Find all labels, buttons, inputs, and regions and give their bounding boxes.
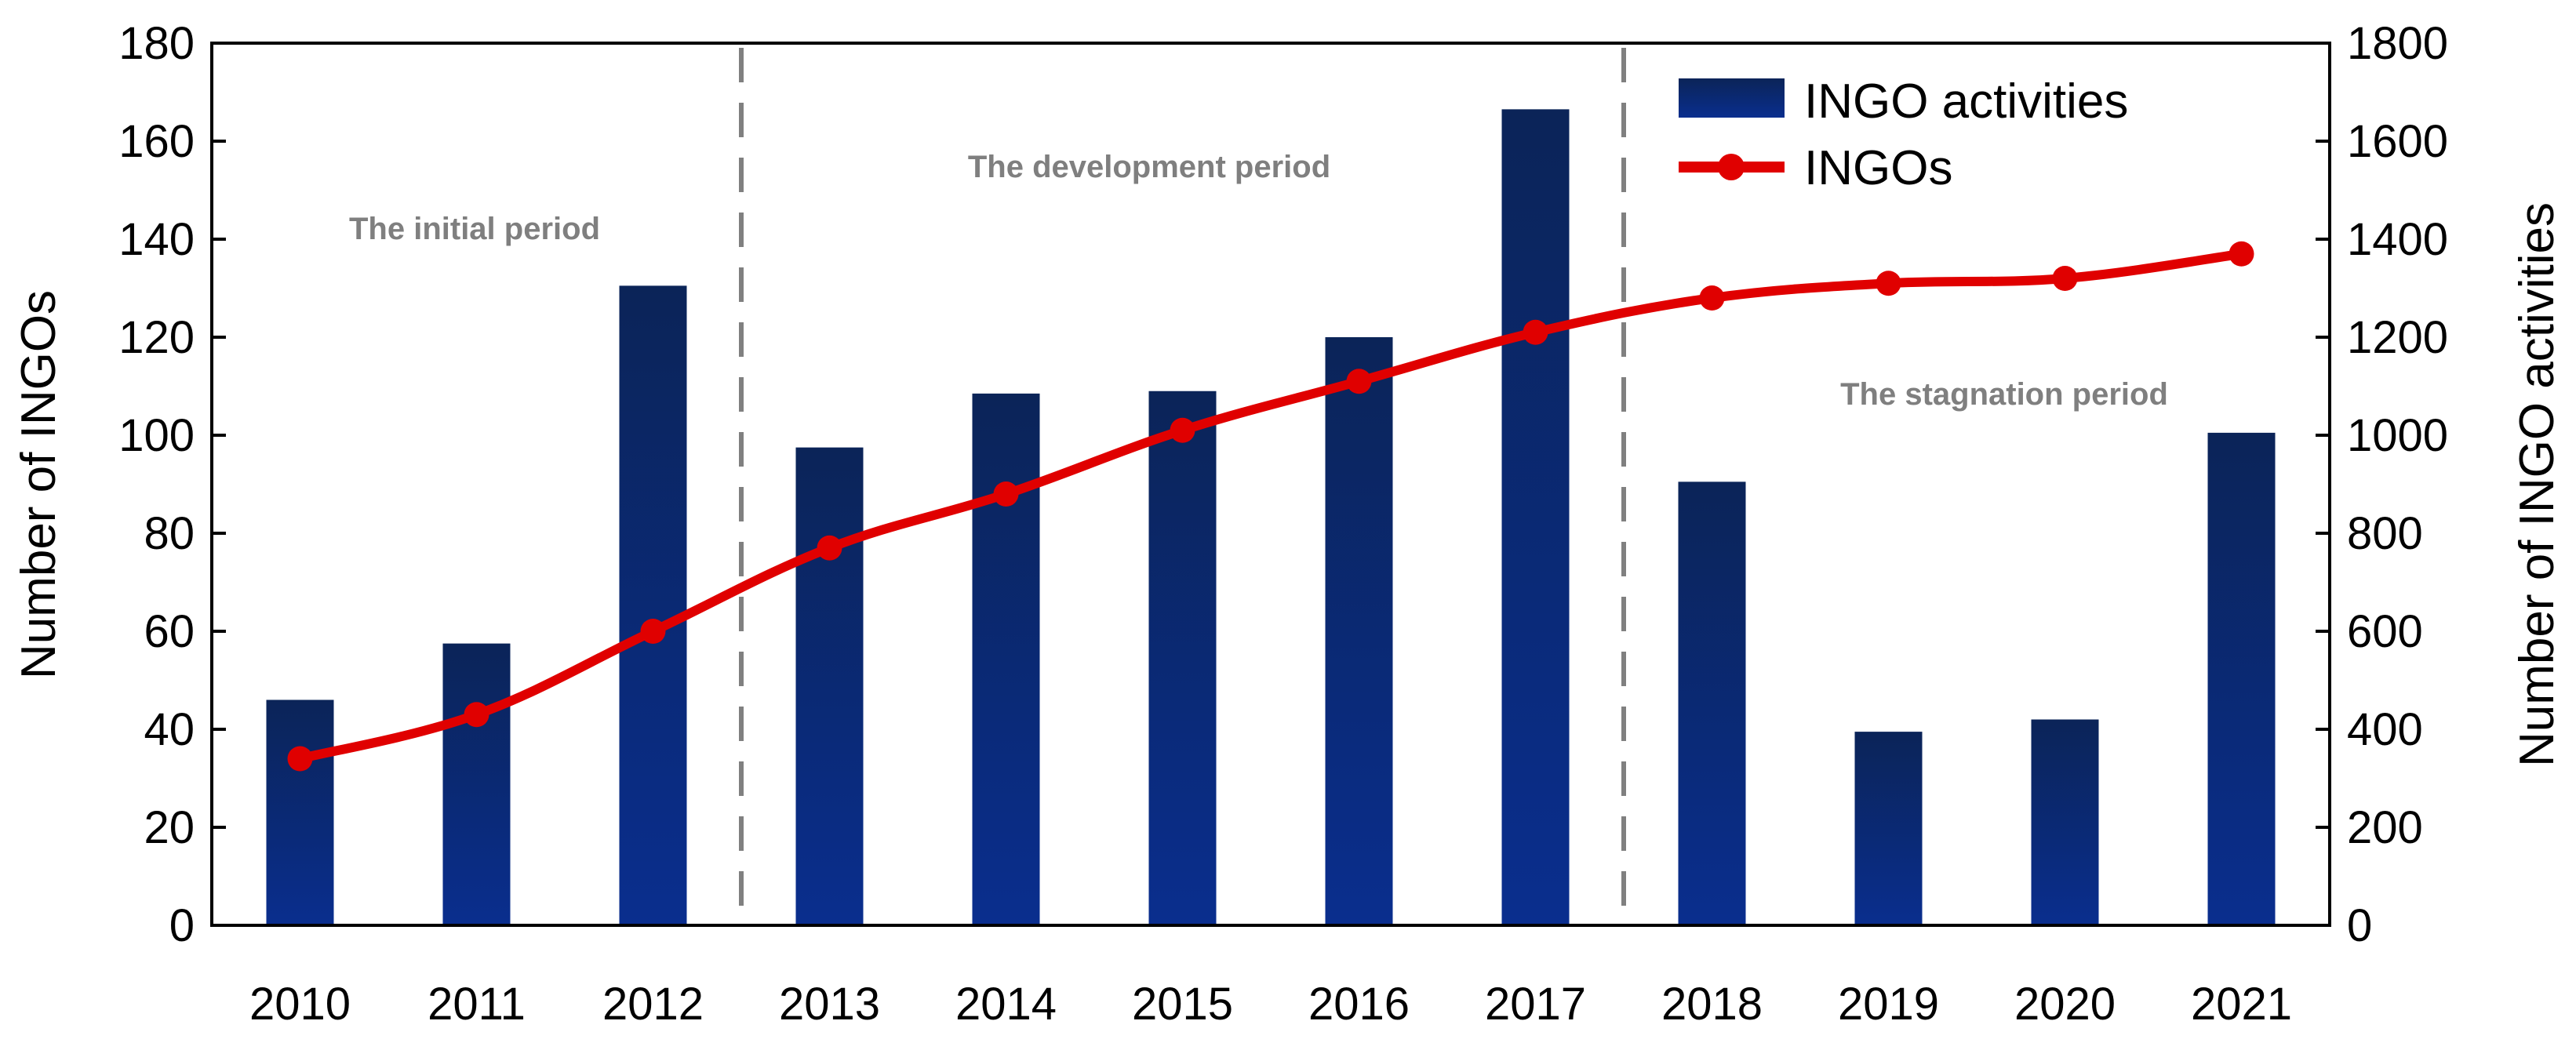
period-dividers [739, 48, 1626, 922]
x-tick-label-2013: 2013 [779, 979, 880, 1030]
x-tick-label-2020: 2020 [2014, 979, 2116, 1030]
legend-swatch-marker [1718, 154, 1745, 180]
bar-2021 [2207, 432, 2276, 925]
x-tick-label-2018: 2018 [1661, 979, 1763, 1030]
point-2010 [287, 746, 313, 772]
x-tick-label-2014: 2014 [955, 979, 1057, 1030]
x-tick-label-2010: 2010 [249, 979, 351, 1030]
left-tick-label: 120 [118, 312, 195, 363]
x-tick-label-2012: 2012 [602, 979, 704, 1030]
left-tick-label: 100 [118, 410, 195, 461]
left-tick-label: 20 [144, 802, 195, 853]
bar-2013 [795, 447, 864, 925]
bar-2012 [619, 285, 687, 925]
bar-2010 [266, 699, 334, 925]
right-tick-label: 400 [2347, 704, 2423, 755]
line-ingos [295, 249, 2247, 764]
line-series [287, 241, 2254, 772]
x-tick-label-2016: 2016 [1308, 979, 1410, 1030]
point-2017 [1523, 319, 1548, 345]
bar-2020 [2031, 719, 2099, 925]
right-tick-label: 800 [2347, 508, 2423, 559]
x-axis: 2010 2011 2012 2013 2014 2015 2016 2017 2018 2019… [249, 979, 2292, 1030]
left-tick-label: 160 [118, 116, 195, 167]
left-tick-label: 60 [144, 606, 195, 657]
point-2014 [993, 481, 1019, 507]
bar-2014 [972, 393, 1040, 925]
legend: INGO activities INGOs [1679, 74, 2128, 195]
right-tick-label: 1400 [2347, 214, 2448, 265]
x-tick-label-2019: 2019 [1838, 979, 1939, 1030]
period-label-initial: The initial period [349, 212, 600, 246]
left-tick-label: 40 [144, 704, 195, 755]
x-tick-label-2017: 2017 [1485, 979, 1586, 1030]
right-tick-label: 0 [2347, 900, 2372, 951]
legend-label-activities: INGO activities [1804, 74, 2128, 129]
left-tick-label: 140 [118, 214, 195, 265]
right-tick-label: 600 [2347, 606, 2423, 657]
point-2018 [1699, 285, 1725, 311]
period-label-stagnation: The stagnation period [1840, 377, 2168, 412]
x-tick-label-2011: 2011 [428, 979, 526, 1030]
bar-2015 [1148, 391, 1217, 925]
point-2020 [2052, 266, 2078, 291]
legend-label-ingos: INGOs [1804, 141, 1952, 195]
x-tick-label-2021: 2021 [2191, 979, 2292, 1030]
point-2019 [1876, 271, 1901, 296]
left-tick-label: 0 [169, 900, 195, 951]
legend-swatch-bar [1679, 78, 1785, 118]
point-2016 [1346, 369, 1372, 394]
right-tick-label: 1200 [2347, 312, 2448, 363]
right-tick-label: 200 [2347, 802, 2423, 853]
bar-2017 [1501, 109, 1570, 925]
bar-2019 [1854, 732, 1923, 925]
point-2015 [1170, 417, 1195, 443]
left-axis-title: Number of INGOs [12, 290, 66, 679]
plot-frame [210, 42, 2331, 927]
bar-2011 [442, 643, 511, 925]
bar-2018 [1678, 481, 1746, 925]
bar-2016 [1325, 337, 1393, 925]
period-label-development: The development period [968, 150, 1330, 184]
left-tick-label: 80 [144, 508, 195, 559]
right-axis: 0 200 400 600 800 1000 1200 1400 1600 1800 [2316, 18, 2448, 951]
point-2021 [2229, 241, 2254, 267]
right-axis-title: Number of INGO activities [2510, 202, 2564, 767]
left-axis: 0 20 40 60 80 100 120 140 160 180 [118, 18, 226, 951]
x-tick-label-2015: 2015 [1132, 979, 1233, 1030]
left-tick-label: 180 [118, 18, 195, 69]
right-tick-label: 1000 [2347, 410, 2448, 461]
point-2013 [817, 535, 842, 561]
right-tick-label: 1600 [2347, 116, 2448, 167]
point-2012 [640, 619, 666, 644]
right-tick-label: 1800 [2347, 18, 2448, 69]
point-2011 [464, 702, 489, 728]
